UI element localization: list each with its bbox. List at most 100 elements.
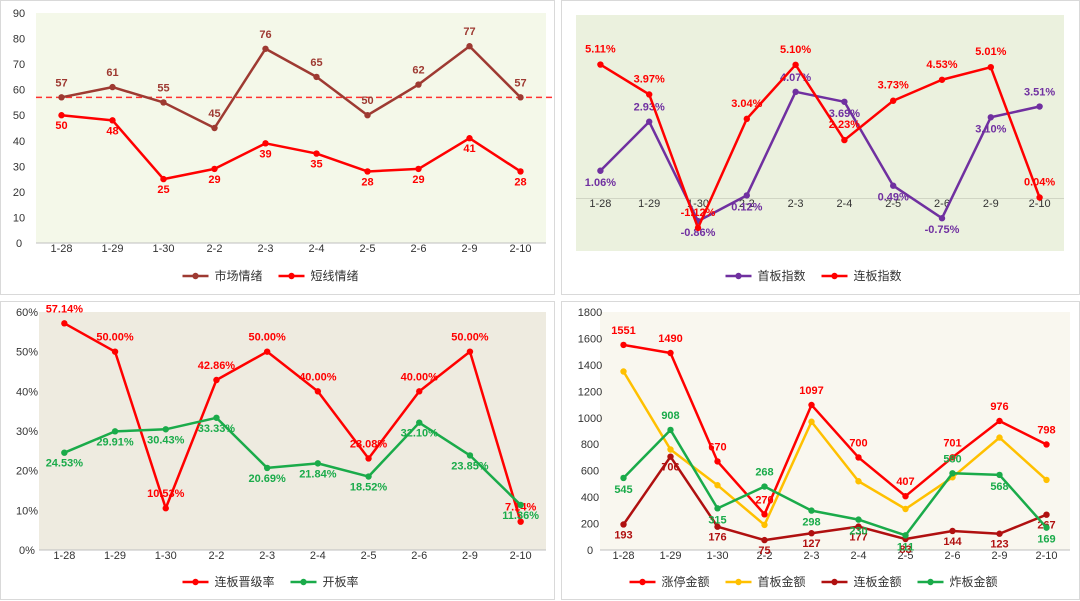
data-point [466,135,473,142]
data-point [466,348,474,355]
y-tick-label: 0 [587,545,593,557]
y-tick-label: 600 [581,466,599,478]
data-label: 407 [896,476,914,488]
data-point [996,530,1003,537]
x-tick-label: 2-9 [992,550,1008,562]
x-tick-label: 2-2 [739,198,755,210]
data-point [996,417,1003,425]
data-point [1036,103,1043,110]
chart-panel-sentiment: 0 10 20 30 40 50 60 70 80 90 1-28 1-29 1-30 2-2 2-3 2-4… [0,0,556,295]
x-tick-label: 2-4 [851,550,867,562]
data-point [597,61,604,68]
data-point [987,114,994,121]
x-tick-label: 2-2 [757,550,773,562]
y-tick-label: 50 [13,110,25,122]
data-label: 77 [463,26,475,38]
data-point [902,532,909,539]
data-point [364,168,371,175]
data-point [263,464,271,472]
x-tick-label: 2-3 [788,198,804,210]
data-label: 50.00% [96,332,134,344]
y-tick-label: 80 [13,34,25,46]
data-point [714,458,721,465]
chart-panel-board-index: 1-28 1-29 1-30 2-2 2-3 2-4 2-5 2-6 2-9 2-10 1.06% 2… [561,0,1080,295]
x-tick-label: 2-9 [983,198,999,210]
y-tick-label: 0% [19,545,35,557]
data-point [364,112,371,119]
y-tick-label: 50% [16,347,38,359]
x-tick-label: 2-6 [411,550,427,562]
data-label: 76 [259,29,271,41]
data-point [714,482,721,489]
data-label: 193 [614,529,632,541]
data-point [667,349,674,357]
data-label: 30.43% [147,434,185,446]
x-tick-label: 2-5 [898,550,914,562]
x-tick-label: 2-4 [836,198,852,210]
data-point [416,419,423,426]
legend-marker [735,272,742,280]
data-point [211,165,218,173]
data-label: 50 [55,120,67,132]
y-tick-label: 1800 [578,307,602,319]
data-point [61,320,68,327]
x-tick-label: 2-3 [259,550,275,562]
legend-marker [831,272,838,280]
data-label: 10.53% [147,488,185,500]
data-point [620,368,627,375]
data-label: 40.00% [299,371,337,383]
y-tick-label: 1400 [578,360,602,372]
x-tick-label: 1-28 [589,198,611,210]
data-point [1043,441,1050,448]
series-line [599,90,1040,223]
x-tick-label: 2-9 [462,243,478,255]
data-label: 29 [208,174,220,186]
data-point [620,474,627,482]
data-point [111,348,119,355]
y-tick-label: 40% [16,386,38,398]
sentiment-chart: 0 10 20 30 40 50 60 70 80 90 1-28 1-29 1-30 2-2 2-3 2-4… [13,8,556,283]
data-label: 39 [259,148,271,160]
data-label: 83 [899,544,911,556]
data-point [313,150,320,157]
data-point [1036,194,1043,201]
data-point [517,168,524,175]
data-label: 50.00% [248,332,286,344]
y-tick-label: 1200 [578,386,602,398]
data-point [58,94,65,101]
data-label: 23.85% [451,460,489,472]
data-label: 57.14% [46,303,84,315]
x-tick-label: 2-4 [310,550,326,562]
legend-label: 连板晋级率 [215,574,275,589]
data-point [714,505,721,512]
data-point [415,165,422,173]
data-label: 3.97% [634,73,665,85]
data-label: 40.00% [401,371,439,383]
data-point [808,401,815,409]
data-point [109,117,116,124]
data-point [855,516,862,523]
data-label: 57 [55,77,67,89]
y-tick-label: 90 [13,8,25,20]
data-label: 4.53% [926,59,957,71]
data-point [416,388,423,395]
data-point [949,470,956,477]
x-tick-label: 1-29 [638,198,660,210]
x-tick-label: 2-2 [207,243,223,255]
x-tick-label: 2-10 [509,243,531,255]
x-tick-label: 1-30 [155,550,177,562]
data-point [109,83,116,91]
data-point [841,136,848,144]
data-point [111,428,119,435]
x-tick-label: 2-9 [462,550,478,562]
legend-marker [300,578,307,586]
x-tick-label: 2-3 [258,243,274,255]
data-label: 230 [849,526,867,538]
data-label: -1.12% [681,207,716,219]
data-point [517,94,524,101]
data-label: 0.04% [1024,177,1055,189]
data-point [466,452,474,459]
data-label: 41 [463,143,475,155]
data-label: 176 [708,532,726,544]
data-point [890,182,897,189]
